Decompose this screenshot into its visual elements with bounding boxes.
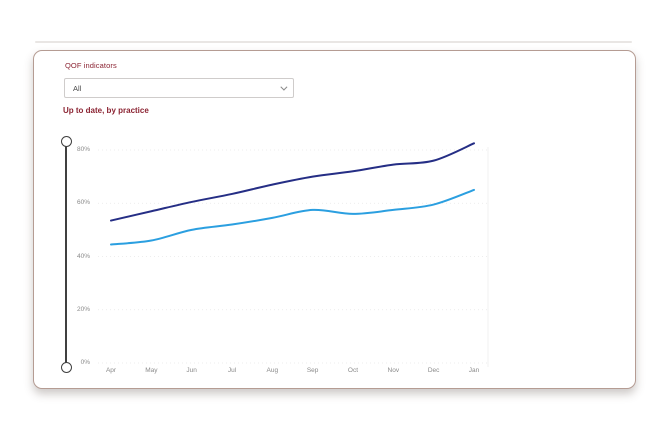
y-axis-labels: 0% 20% 40% 60% 80% — [54, 51, 90, 390]
x-axis-tick-label: Jul — [227, 367, 237, 374]
y-axis-tick-label: 60% — [76, 199, 90, 207]
y-axis-tick-label: 0% — [80, 359, 90, 366]
qof-indicators-dropdown[interactable]: All — [64, 78, 294, 98]
series-lower-line-light-blue[interactable] — [110, 188, 475, 246]
y-axis-range-slider-track[interactable] — [64, 141, 68, 367]
x-axis-tick-label: Jan — [468, 367, 480, 374]
y-axis-tick-label: 40% — [76, 252, 90, 260]
top-divider — [35, 41, 632, 43]
y-axis-tick-label: 80% — [76, 146, 90, 153]
filter-label: QOF indicators — [65, 61, 117, 70]
series-upper-line-dark-blue[interactable] — [110, 142, 475, 222]
x-axis-tick-label: Apr — [105, 367, 117, 374]
slider-handle-bottom[interactable] — [60, 361, 72, 373]
x-axis-tick-label: May — [145, 367, 158, 374]
chart-card: QOF indicators All Up to date, by practi… — [33, 50, 636, 389]
x-axis-tick-label: Sep — [306, 367, 319, 374]
chart-plot-area — [98, 142, 489, 367]
x-axis-labels: Apr May Jun Jul Aug Sep Oct Nov Dec Jan — [34, 51, 637, 390]
x-axis-tick-label: Jun — [186, 367, 197, 374]
chart-title: Up to date, by practice — [63, 106, 149, 115]
x-axis-tick-label: Aug — [266, 367, 279, 374]
dropdown-selected-value: All — [73, 83, 82, 93]
x-axis-tick-label: Oct — [347, 367, 359, 374]
x-axis-tick-label: Nov — [387, 367, 400, 374]
slider-handle-top[interactable] — [60, 135, 72, 147]
y-axis-tick-label: 20% — [76, 305, 90, 313]
x-axis-tick-label: Dec — [427, 367, 440, 374]
